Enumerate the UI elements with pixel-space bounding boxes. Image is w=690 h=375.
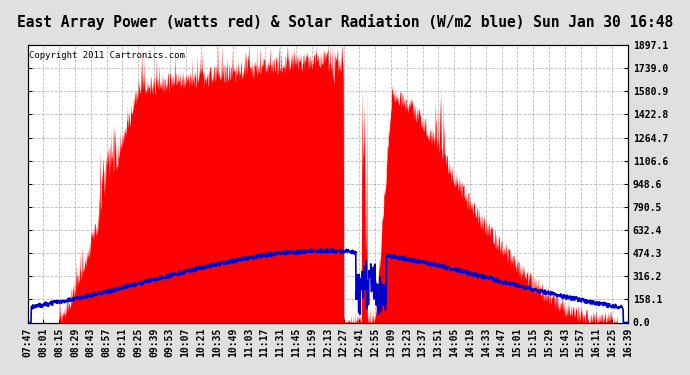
Text: Copyright 2011 Cartronics.com: Copyright 2011 Cartronics.com xyxy=(29,51,185,60)
Text: East Array Power (watts red) & Solar Radiation (W/m2 blue) Sun Jan 30 16:48: East Array Power (watts red) & Solar Rad… xyxy=(17,15,673,30)
